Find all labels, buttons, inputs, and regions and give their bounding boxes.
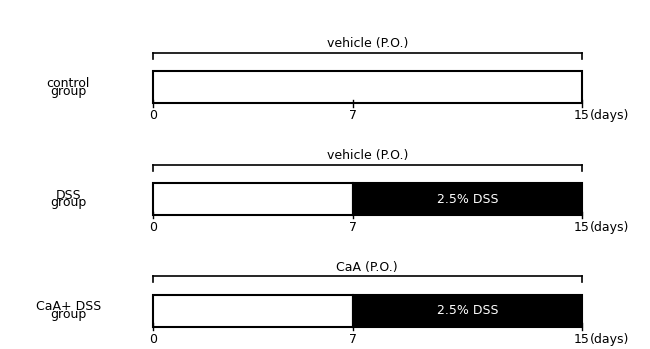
- Text: group: group: [50, 85, 86, 98]
- Text: group: group: [50, 308, 86, 321]
- Text: 15: 15: [574, 221, 590, 234]
- Text: (days): (days): [590, 110, 629, 122]
- Text: 15: 15: [574, 333, 590, 346]
- Text: 2.5% DSS: 2.5% DSS: [437, 193, 498, 206]
- Text: 15: 15: [574, 110, 590, 122]
- Text: vehicle (P.O.): vehicle (P.O.): [326, 149, 408, 162]
- Bar: [153, 183, 353, 215]
- Text: (days): (days): [590, 221, 629, 234]
- Bar: [353, 183, 582, 215]
- Bar: [153, 72, 582, 103]
- Text: 0: 0: [149, 333, 157, 346]
- Text: CaA (P.O.): CaA (P.O.): [337, 261, 398, 274]
- Text: (days): (days): [590, 333, 629, 346]
- Text: 7: 7: [349, 221, 357, 234]
- Text: 2.5% DSS: 2.5% DSS: [437, 304, 498, 317]
- Text: vehicle (P.O.): vehicle (P.O.): [326, 37, 408, 50]
- Text: 0: 0: [149, 110, 157, 122]
- Text: control: control: [47, 77, 90, 90]
- Text: group: group: [50, 196, 86, 209]
- Bar: [153, 295, 353, 327]
- Bar: [353, 295, 582, 327]
- Text: 7: 7: [349, 110, 357, 122]
- Text: 7: 7: [349, 333, 357, 346]
- Text: CaA+ DSS: CaA+ DSS: [36, 300, 101, 313]
- Text: DSS: DSS: [55, 189, 81, 202]
- Text: 0: 0: [149, 221, 157, 234]
